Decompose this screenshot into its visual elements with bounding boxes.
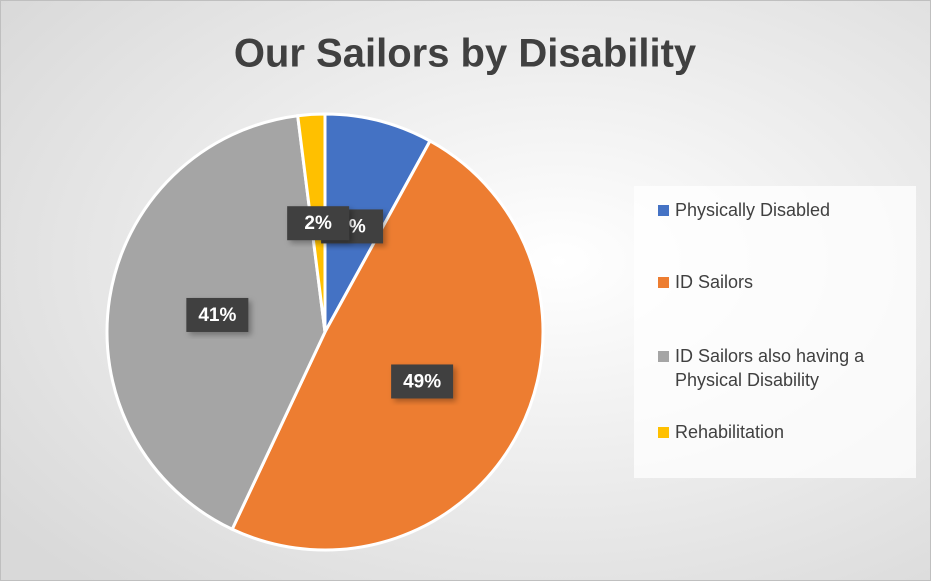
legend-swatch: [658, 277, 669, 288]
legend: Physically Disabled ID Sailors ID Sailors …: [634, 186, 916, 478]
legend-item: ID Sailors also having a Physical Disabi…: [658, 344, 908, 392]
data-label: 49%: [391, 364, 454, 399]
legend-label: Physically Disabled: [675, 200, 831, 220]
legend-item: Physically Disabled: [658, 198, 908, 222]
data-label-box: [287, 206, 350, 241]
data-label-text: 41%: [198, 305, 236, 326]
data-label-text: 2%: [304, 213, 332, 234]
chart-title: Our Sailors by Disability: [234, 32, 697, 76]
legend-label: ID Sailors: [675, 272, 754, 292]
data-label: 41%: [186, 297, 249, 332]
legend-swatch: [658, 205, 669, 216]
data-label-box: [391, 364, 454, 399]
legend-swatch: [658, 351, 669, 362]
legend-item: ID Sailors: [658, 270, 908, 294]
legend-item: Rehabilitation: [658, 420, 908, 444]
data-label-text: 49%: [403, 372, 441, 393]
data-label-box: [186, 297, 249, 332]
data-label: 2%: [287, 206, 350, 241]
legend-label: ID Sailors also having a Physical Disabi…: [675, 346, 865, 390]
pie-slice: [230, 138, 545, 552]
legend-swatch: [658, 427, 669, 438]
legend-label: Rehabilitation: [675, 422, 785, 442]
